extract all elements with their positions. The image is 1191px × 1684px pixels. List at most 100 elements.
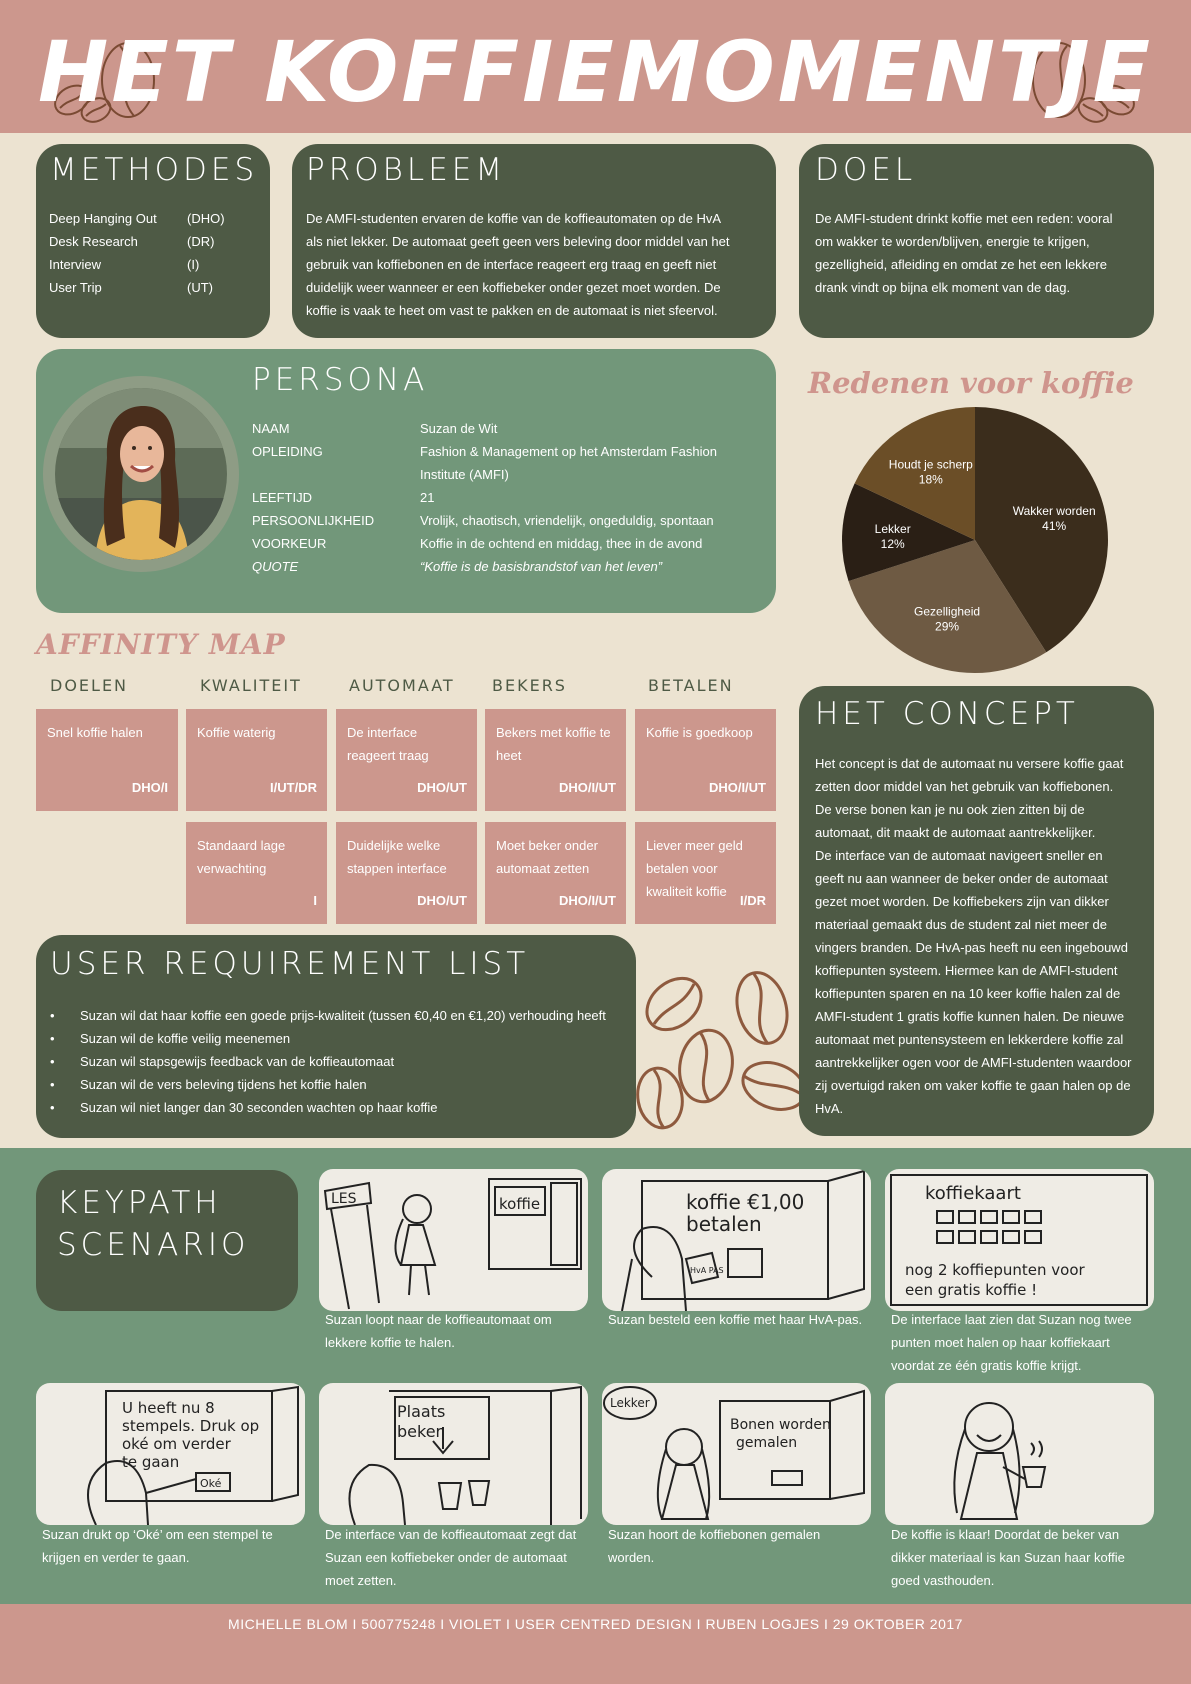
storyboard-image: Plaats beker <box>319 1383 588 1525</box>
caption-line: De interface laat zien dat Suzan nog twe… <box>891 1312 1132 1327</box>
storyboard-caption: De interface laat zien dat Suzan nog twe… <box>891 1308 1161 1377</box>
text-line: gezet moet worden. De koffiebekers zijn … <box>815 894 1109 909</box>
text-line: HvA. <box>815 1101 844 1116</box>
header-banner <box>0 0 1191 133</box>
card-code: DHO/I/UT <box>558 780 616 795</box>
sketch-text: stempels. Druk op <box>122 1417 259 1435</box>
card-text: De interface reageert traag <box>347 725 429 763</box>
table-row: VOORKEUR Koffie in de ochtend en middag, … <box>252 532 762 555</box>
sketch-text: betalen <box>686 1212 762 1236</box>
persona-value: Suzan de Wit <box>420 421 498 436</box>
sketch-text: gemalen <box>736 1435 797 1451</box>
persona-value: Koffie in de ochtend en middag, thee in … <box>420 536 703 551</box>
slice-label: Gezelligheid <box>914 605 980 619</box>
text-line: automaat, dit maakt de automaat aantrekk… <box>815 825 1096 840</box>
affinity-title: AFFINITY MAP <box>36 628 286 661</box>
card-code: DHO/I/UT <box>558 893 616 908</box>
slice-label: Wakker worden <box>1013 504 1096 518</box>
text-line: aantrekkelijker ogen voor de AMFI-studen… <box>815 1055 1132 1070</box>
text-line: om wakker te worden/blijven, energie te … <box>815 234 1090 249</box>
storyboard-caption: Suzan drukt op ‘Oké’ om een stempel te k… <box>42 1523 312 1569</box>
slice-percent: 29% <box>935 620 959 634</box>
storyboard-sketch: U heeft nu 8 stempels. Druk op oké om ve… <box>87 1385 299 1525</box>
table-row: PERSOONLIJKHEID Vrolijk, chaotisch, vrien… <box>252 509 762 532</box>
methodes-list: Deep Hanging Out (DHO) Desk Research (DR) … <box>49 207 264 299</box>
persona-quote: “Koffie is de basisbrandstof van het lev… <box>420 559 663 574</box>
coffee-beans-icon <box>636 971 807 1130</box>
text-line: AMFI-student 1 gratis koffie kunnen hale… <box>815 1009 1125 1024</box>
card-text: Standaard lage verwachting <box>197 838 286 876</box>
sketch-text: een gratis koffie ! <box>905 1281 1037 1299</box>
storyboard-image: koffiekaart nog 2 koffiepunten voor een … <box>885 1169 1154 1311</box>
table-row: OPLEIDING Fashion & Management op het Ams… <box>252 440 762 463</box>
storyboard-caption: De koffie is klaar! Doordat de beker van… <box>891 1523 1161 1592</box>
affinity-card: Moet beker onder automaat zetten DHO/I/U… <box>485 822 626 924</box>
slice-percent: 18% <box>919 472 943 486</box>
caption-line: moet zetten. <box>325 1573 397 1588</box>
coffee-beans-icon <box>1032 42 1135 123</box>
slice-percent: 12% <box>881 537 905 551</box>
concept-title: HET CONCEPT <box>815 696 1079 732</box>
sketch-text: Bonen worden <box>730 1417 831 1433</box>
table-row: LEEFTIJD 21 <box>252 486 762 509</box>
card-code: I/UT/DR <box>270 780 317 795</box>
card-text: Liever meer geld betalen voor kwaliteit … <box>646 838 743 899</box>
affinity-card: Snel koffie halen DHO/I <box>36 709 178 811</box>
method-code: (DHO) <box>187 211 225 226</box>
text-line: zetten door middel van het gebruik van k… <box>815 779 1114 794</box>
storyboard-sketch: Plaats beker <box>348 1385 582 1525</box>
card-code: I/DR <box>740 893 766 908</box>
card-text: Moet beker onder automaat zetten <box>496 838 598 876</box>
affinity-card: Liever meer geld betalen voor kwaliteit … <box>635 822 776 924</box>
persona-value: Institute (AMFI) <box>420 467 509 482</box>
affinity-card: Bekers met koffie te heet DHO/I/UT <box>485 709 626 811</box>
keypath-box <box>36 1170 298 1311</box>
doel-box <box>799 144 1154 338</box>
caption-line: punten moet halen op haar koffiekaart <box>891 1335 1110 1350</box>
sketch-text: beker <box>397 1422 443 1441</box>
caption-line: De interface van de koffieautomaat zegt … <box>325 1527 577 1542</box>
caption-line: worden. <box>608 1550 655 1565</box>
column-header: KWALITEIT <box>200 676 302 695</box>
affinity-card: Standaard lage verwachting I <box>186 822 327 924</box>
list-item: User Trip (UT) <box>49 276 264 299</box>
caption-line: goed vasthouden. <box>891 1573 995 1588</box>
text-line: geeft nu aan wanneer de beker onder de a… <box>815 871 1108 886</box>
persona-label: VOORKEUR <box>252 536 327 551</box>
requirements-title: USER REQUIREMENT LIST <box>50 946 530 982</box>
text-line: De AMFI-student drinkt koffie met een re… <box>815 211 1113 226</box>
list-item: Deep Hanging Out (DHO) <box>49 207 264 230</box>
method-name: User Trip <box>49 280 102 295</box>
persona-label: LEEFTIJD <box>252 490 312 505</box>
pie-slice <box>842 483 975 582</box>
avatar <box>55 388 227 560</box>
persona-label: OPLEIDING <box>252 444 323 459</box>
text-line: zij overtuigd raken om vaker koffie te g… <box>815 1078 1131 1093</box>
text-line: automaat met puntensysteem en lekkerdere… <box>815 1032 1124 1047</box>
method-name: Desk Research <box>49 234 138 249</box>
caption-line: krijgen en verder te gaan. <box>42 1550 190 1565</box>
slice-label: Lekker <box>875 522 911 536</box>
storyboard-image <box>885 1383 1154 1525</box>
concept-box <box>799 686 1154 1136</box>
affinity-card: Duidelijke welke stappen interface DHO/U… <box>336 822 477 924</box>
card-text: Koffie waterig <box>197 725 276 740</box>
methodes-box <box>36 144 270 338</box>
card-code: DHO/I/UT <box>708 780 766 795</box>
caption-line: voordat ze één gratis koffie krijgt. <box>891 1358 1082 1373</box>
method-code: (UT) <box>187 280 213 295</box>
storyboard-image: LES koffie <box>319 1169 588 1311</box>
probleem-title: PROBLEEM <box>306 152 507 188</box>
methodes-title: METHODES <box>50 152 259 188</box>
column-header: AUTOMAAT <box>349 676 455 695</box>
column-header: BETALEN <box>648 676 734 695</box>
card-text: Duidelijke welke stappen interface <box>347 838 447 876</box>
storyboard-caption: Suzan hoort de koffiebonen gemalen worde… <box>608 1523 878 1569</box>
text-line: drank vindt op bijna elk moment van de d… <box>815 280 1071 295</box>
persona-label: PERSOONLIJKHEID <box>252 513 375 528</box>
affinity-card: De interface reageert traag DHO/UT <box>336 709 477 811</box>
persona-value: 21 <box>420 490 435 505</box>
text-line: koffiepunten systeem. Hiermee kan de AMF… <box>815 963 1118 978</box>
list-item: Desk Research (DR) <box>49 230 264 253</box>
storyboard-image: U heeft nu 8 stempels. Druk op oké om ve… <box>36 1383 305 1525</box>
